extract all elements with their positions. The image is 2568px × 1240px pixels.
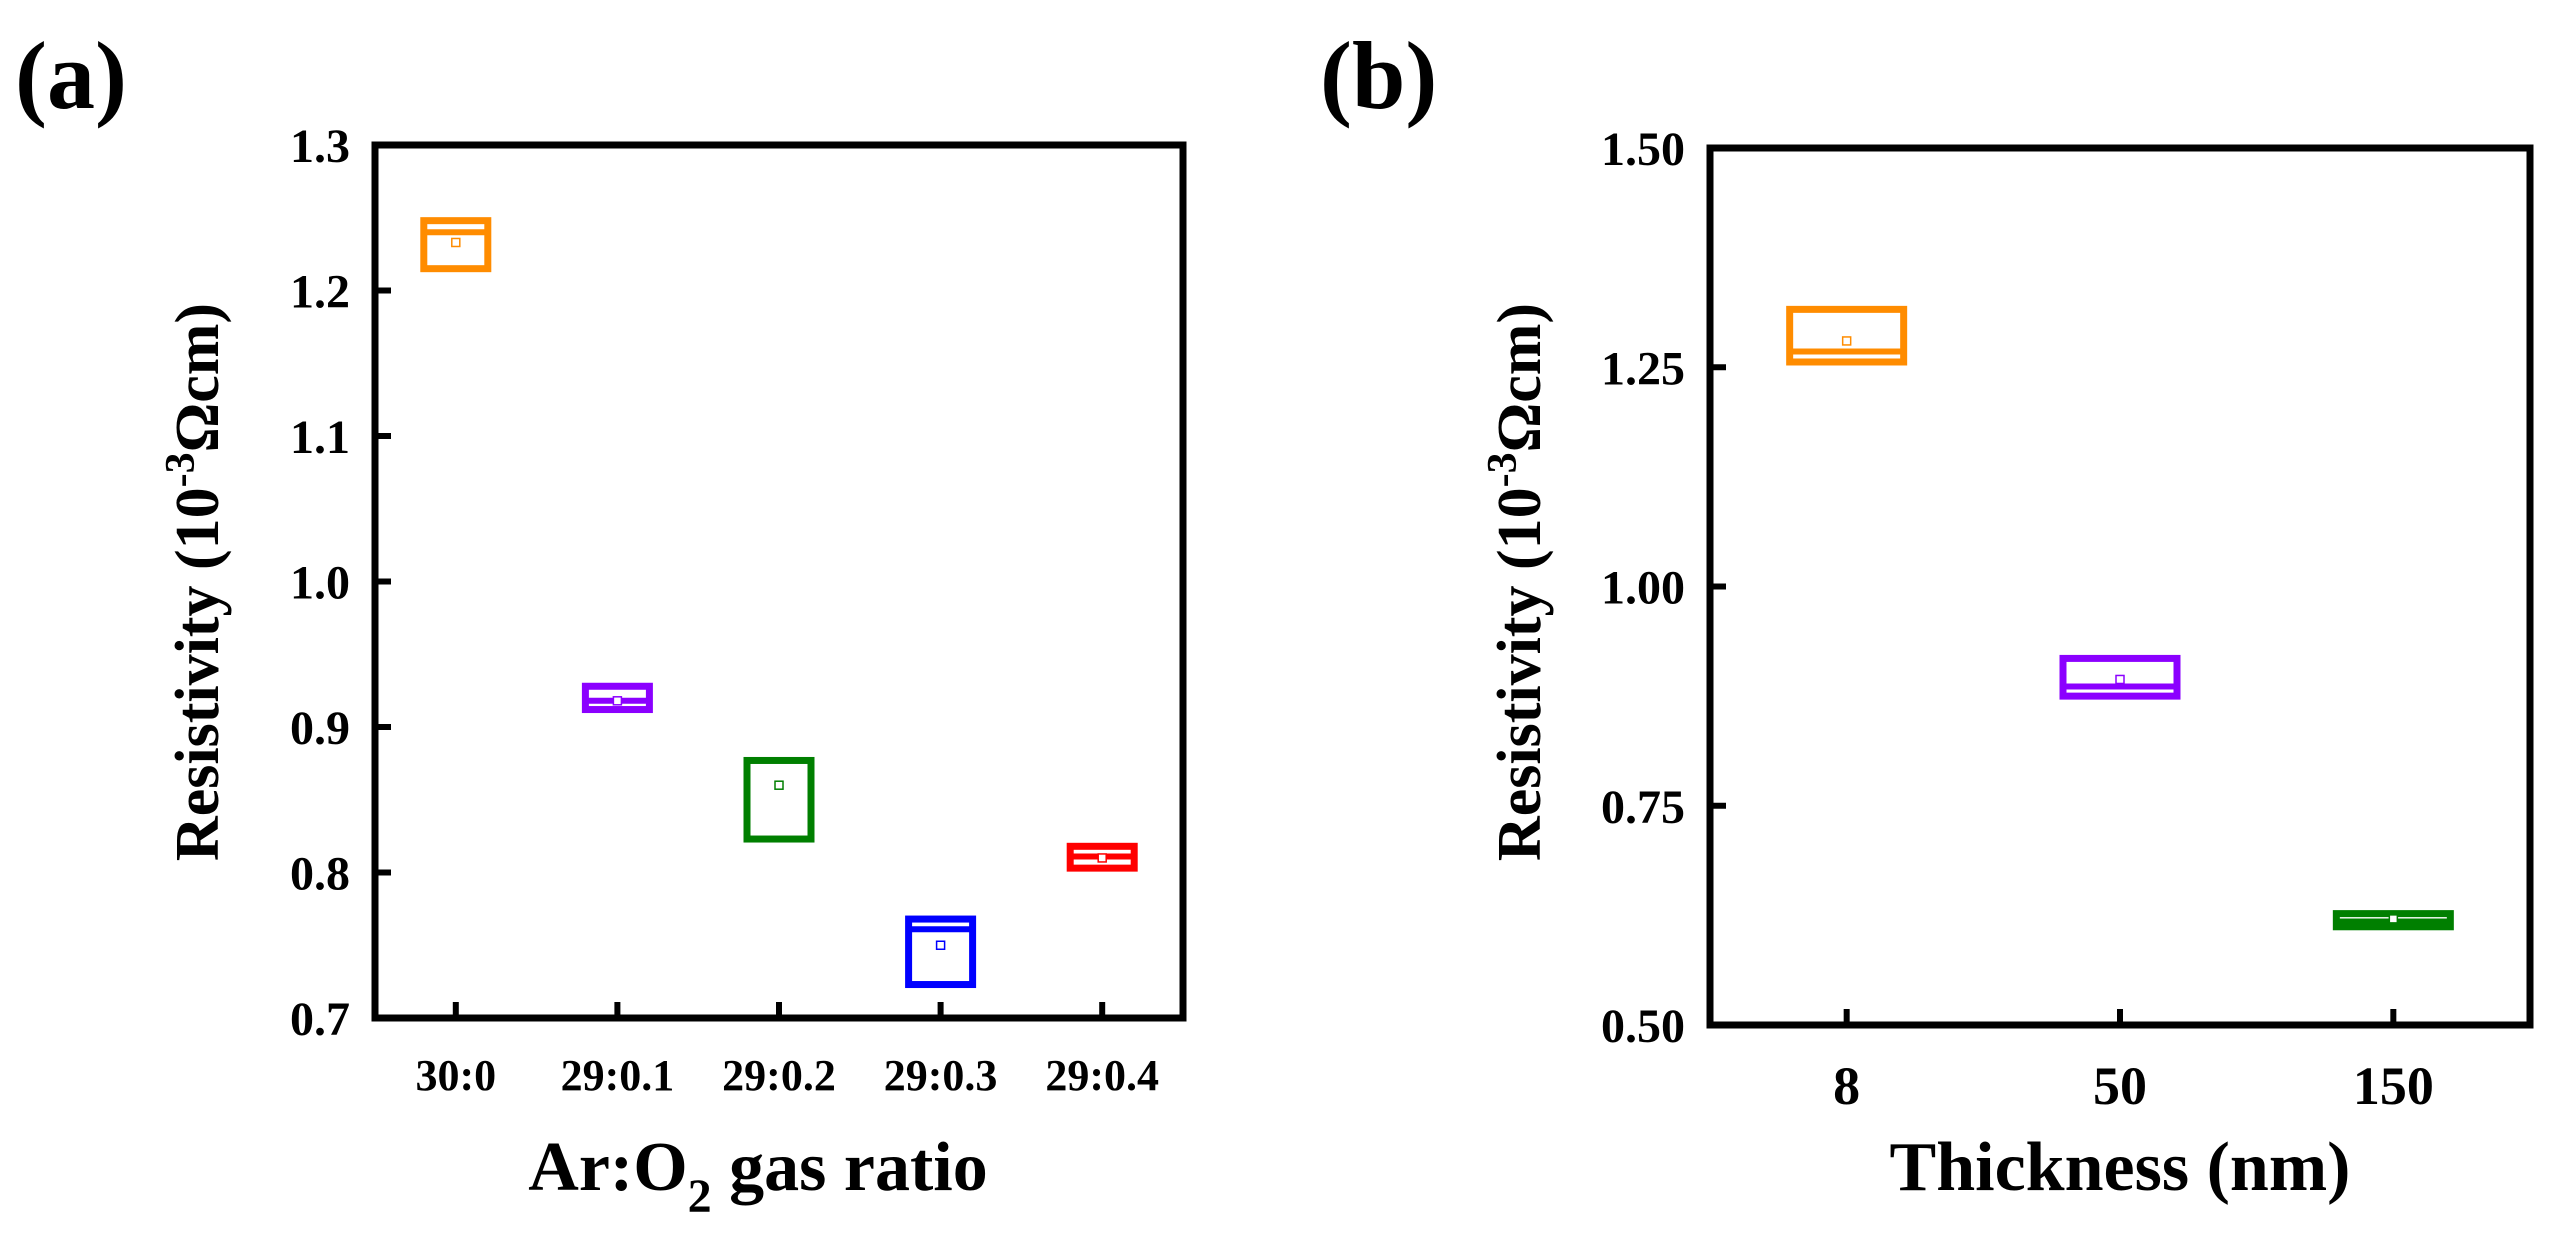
panel-b-y-tick-label: 0.50 [1601, 1000, 1685, 1053]
panel-a-y-label-main: Resistivity (10 [164, 487, 232, 861]
panel-a-y-tick-label: 1.0 [290, 557, 350, 610]
panel-a-y-axis-label: Resistivity (10-3Ωcm) [158, 303, 232, 861]
panel-b-boxes [1786, 305, 2454, 931]
panel-a-y-ticks: 0.7 0.8 0.9 1.0 1.1 1.2 1.3 [290, 120, 391, 1046]
panel-b-y-label-main: Resistivity (10 [1486, 487, 1554, 861]
panel-b-plot-frame [1706, 144, 2534, 1029]
panel-b-x-tick-label: 150 [2353, 1056, 2434, 1116]
panel-a-x-label-main: Ar:O [528, 1129, 687, 1206]
panel-a-boxes [420, 217, 1138, 989]
panel-b-y-tick-label: 1.00 [1601, 562, 1685, 615]
panel-a-y-label-sup: -3 [158, 452, 204, 487]
panel-a-x-tick-label: 29:0.2 [722, 1051, 836, 1100]
panel-a-x-axis-label: Ar:O2 gas ratio [528, 1129, 987, 1223]
panel-b-x-axis-label: Thickness (nm) [1890, 1129, 2351, 1206]
panel-a-box [743, 756, 815, 843]
panel-a-plot-frame [371, 141, 1187, 1022]
panel-a-box-mean [612, 696, 623, 706]
panel-b-y-tick-label: 0.75 [1601, 781, 1685, 834]
panel-a-box-mean [451, 237, 461, 248]
panel-a-x-tick-label: 29:0.3 [884, 1051, 998, 1100]
panel-a-y-tick-label: 0.8 [290, 848, 350, 901]
panel-b-box-mean [2388, 914, 2399, 924]
panel-a-y-tick-label: 0.7 [290, 993, 350, 1046]
panel-a-box [420, 217, 492, 273]
panel-b-y-label-sup: -3 [1480, 452, 1526, 487]
panel-a-y-label-rest: Ωcm) [164, 303, 232, 452]
panel-a-x-label-sub: 2 [688, 1170, 712, 1223]
panel-b-label: (b) [1320, 22, 1437, 129]
panel-a: (a) 0.7 0.8 0.9 1.0 1.1 1.2 1.3 30:0 29:0.1 29:0… [15, 22, 1187, 1223]
panel-b-x-tick-label: 8 [1833, 1056, 1860, 1116]
panel-b-box-mean [1841, 336, 1852, 346]
panel-b-box [1786, 305, 1908, 366]
panel-b-box [2059, 654, 2181, 700]
panel-b-y-axis-label: Resistivity (10-3Ωcm) [1480, 303, 1554, 861]
panel-b-y-ticks: 0.50 0.75 1.00 1.25 1.50 [1601, 123, 1726, 1053]
panel-b-y-label-rest: Ωcm) [1486, 303, 1554, 452]
panel-b: (b) 0.50 0.75 1.00 1.25 1.50 8 50 150 Resistiv… [1320, 22, 2534, 1206]
panel-a-label: (a) [15, 22, 127, 129]
panel-a-box-mean [935, 940, 946, 950]
panel-b-x-ticks: 8 50 150 [1833, 1009, 2434, 1116]
panel-b-y-tick-label: 1.50 [1601, 123, 1685, 176]
panel-a-x-ticks: 30:0 29:0.1 29:0.2 29:0.3 29:0.4 [415, 1002, 1159, 1100]
panel-a-y-tick-label: 0.9 [290, 702, 350, 755]
panel-a-x-tick-label: 29:0.1 [561, 1051, 675, 1100]
panel-a-x-tick-label: 29:0.4 [1045, 1051, 1159, 1100]
panel-b-x-tick-label: 50 [2093, 1056, 2147, 1116]
panel-a-box [905, 915, 977, 989]
panel-a-y-tick-label: 1.3 [290, 120, 350, 173]
panel-a-x-label-rest: gas ratio [712, 1129, 988, 1206]
panel-b-box-mean [2115, 674, 2125, 685]
panel-a-x-tick-label: 30:0 [415, 1051, 496, 1100]
panel-a-y-tick-label: 1.1 [290, 411, 350, 464]
panel-a-box-mean [774, 780, 784, 790]
panel-a-box-mean [1097, 853, 1107, 863]
panel-a-y-tick-label: 1.2 [290, 266, 350, 319]
panel-b-y-tick-label: 1.25 [1601, 342, 1685, 395]
